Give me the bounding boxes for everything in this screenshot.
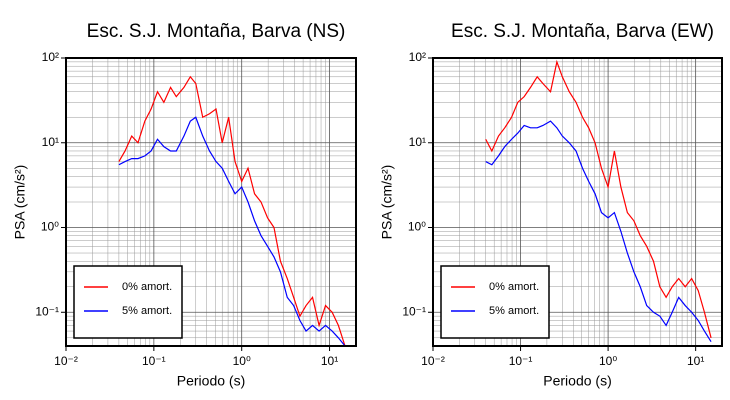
series-line: [485, 59, 712, 338]
y-axis-label: PSA (cm/s²): [379, 165, 395, 240]
chart-title: Esc. S.J. Montaña, Barva (NS): [87, 21, 346, 42]
x-tick-label: 10¹: [321, 354, 338, 368]
y-tick-label: 10²: [409, 50, 426, 64]
x-tick-label: 10⁻²: [421, 354, 445, 368]
legend-label: 0% amort.: [489, 281, 539, 293]
x-tick-label: 10¹: [687, 354, 704, 368]
plot-frame: [65, 57, 357, 347]
legend-label: 5% amort.: [489, 305, 539, 317]
y-tick-label: 10²: [42, 50, 59, 64]
x-tick-label: 10⁰: [233, 354, 251, 368]
y-tick-label: 10¹: [409, 135, 426, 149]
x-tick-label: 10⁻¹: [509, 354, 533, 368]
x-tick-label: 10⁻¹: [142, 354, 166, 368]
x-axis-label: Periodo (s): [177, 373, 245, 389]
series-line: [118, 75, 346, 347]
x-axis-label: Periodo (s): [543, 373, 611, 389]
y-axis-label: PSA (cm/s²): [12, 165, 28, 240]
y-tick-label: 10⁰: [408, 220, 426, 234]
x-tick-label: 10⁻²: [54, 354, 78, 368]
legend-label: 0% amort.: [122, 281, 172, 293]
y-tick-label: 10⁰: [41, 220, 59, 234]
y-tick-label: 10⁻¹: [402, 304, 426, 318]
series-line: [118, 116, 346, 347]
legend-box: [440, 265, 550, 339]
legend-box: [73, 265, 183, 339]
legend-label: 5% amort.: [122, 305, 172, 317]
plot-frame: [432, 57, 723, 347]
chart-title: Esc. S.J. Montaña, Barva (EW): [451, 21, 714, 42]
y-tick-label: 10⁻¹: [35, 304, 59, 318]
y-tick-label: 10¹: [42, 135, 59, 149]
x-tick-label: 10⁰: [599, 354, 617, 368]
series-line: [485, 120, 712, 342]
